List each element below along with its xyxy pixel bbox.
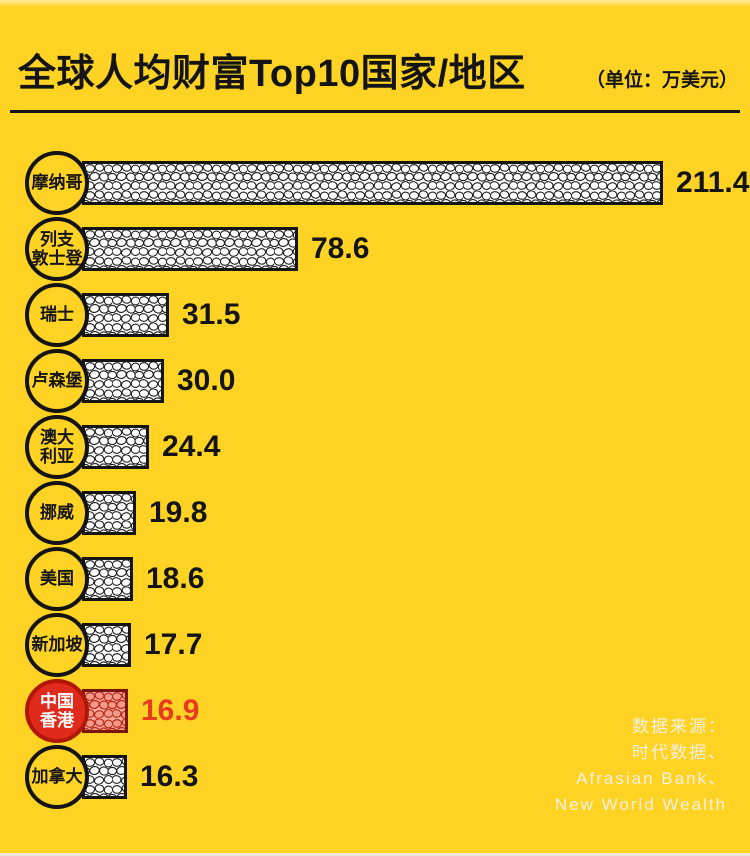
source-line: New World Wealth xyxy=(554,795,727,814)
top-edge-highlight xyxy=(0,0,750,7)
category-badge: 新加坡 xyxy=(25,613,89,677)
value-label: 211.4 xyxy=(676,166,750,199)
category-badge: 澳大 利亚 xyxy=(25,415,89,479)
chart-row: 美国 18.6 xyxy=(0,546,750,612)
value-label: 17.7 xyxy=(144,628,203,661)
source-line: 数据来源： xyxy=(632,717,727,736)
category-label-line2: 敦士登 xyxy=(31,249,83,268)
category-label-line2: 香港 xyxy=(40,711,74,730)
value-label: 16.3 xyxy=(140,760,199,793)
chart-row: 卢森堡 30.0 xyxy=(0,348,750,414)
category-label: 加拿大 xyxy=(31,767,83,787)
category-badge: 挪威 xyxy=(25,481,89,545)
bar xyxy=(82,557,133,601)
category-label: 美国 xyxy=(40,569,74,589)
category-badge-highlighted: 中国 香港 xyxy=(25,679,89,743)
category-badge: 列支 敦士登 xyxy=(25,217,89,281)
category-badge: 加拿大 xyxy=(25,745,89,809)
chart-row: 新加坡 17.7 xyxy=(0,612,750,678)
bar xyxy=(82,623,131,667)
chart-row: 摩纳哥 211.4 xyxy=(0,150,750,216)
data-source-note: 数据来源： 时代数据、 Afrasian Bank、 New World Wea… xyxy=(555,714,727,818)
chart-row: 列支 敦士登 78.6 xyxy=(0,216,750,282)
category-badge: 摩纳哥 xyxy=(25,151,89,215)
chart-row: 挪威 19.8 xyxy=(0,480,750,546)
category-label: 卢森堡 xyxy=(31,371,83,391)
value-label: 31.5 xyxy=(182,298,241,331)
value-label: 19.8 xyxy=(149,496,208,529)
category-label: 挪威 xyxy=(40,503,74,523)
bar xyxy=(82,755,127,799)
unit-label: （单位：万美元） xyxy=(585,70,738,91)
category-badge: 瑞士 xyxy=(25,283,89,347)
value-label-highlighted: 16.9 xyxy=(141,694,200,727)
value-label: 24.4 xyxy=(162,430,221,463)
category-label: 瑞士 xyxy=(40,305,74,325)
source-line: Afrasian Bank、 xyxy=(576,769,727,788)
bar xyxy=(82,293,169,337)
bar xyxy=(82,161,663,205)
category-label: 澳大 xyxy=(40,427,74,447)
source-line: 时代数据、 xyxy=(632,743,727,762)
chart-row: 澳大 利亚 24.4 xyxy=(0,414,750,480)
chart-row: 加拿大 16.3 xyxy=(0,744,750,810)
chart-row: 瑞士 31.5 xyxy=(0,282,750,348)
bar xyxy=(82,491,136,535)
bar xyxy=(82,359,164,403)
category-label: 中国 xyxy=(40,691,74,711)
value-label: 30.0 xyxy=(177,364,236,397)
category-badge: 美国 xyxy=(25,547,89,611)
category-label-line2: 利亚 xyxy=(40,447,74,466)
bar-highlighted xyxy=(82,689,128,733)
title-divider xyxy=(10,110,740,113)
value-label: 78.6 xyxy=(311,232,370,265)
chart-row-highlighted: 中国 香港 16.9 xyxy=(0,678,750,744)
bar xyxy=(82,425,149,469)
bar xyxy=(82,227,298,271)
bottom-edge-strip xyxy=(0,853,750,856)
category-label: 新加坡 xyxy=(31,635,83,655)
header: 全球人均财富Top10国家/地区 （单位：万美元） xyxy=(0,0,750,97)
category-label: 列支 xyxy=(40,229,74,249)
category-badge: 卢森堡 xyxy=(25,349,89,413)
value-label: 18.6 xyxy=(146,562,205,595)
page-title: 全球人均财富Top10国家/地区 xyxy=(18,53,526,95)
category-label: 摩纳哥 xyxy=(31,173,83,193)
bar-chart: 摩纳哥 211.4 列支 敦士登 78.6 瑞士 31.5 卢森堡 30.0 澳… xyxy=(0,150,750,810)
